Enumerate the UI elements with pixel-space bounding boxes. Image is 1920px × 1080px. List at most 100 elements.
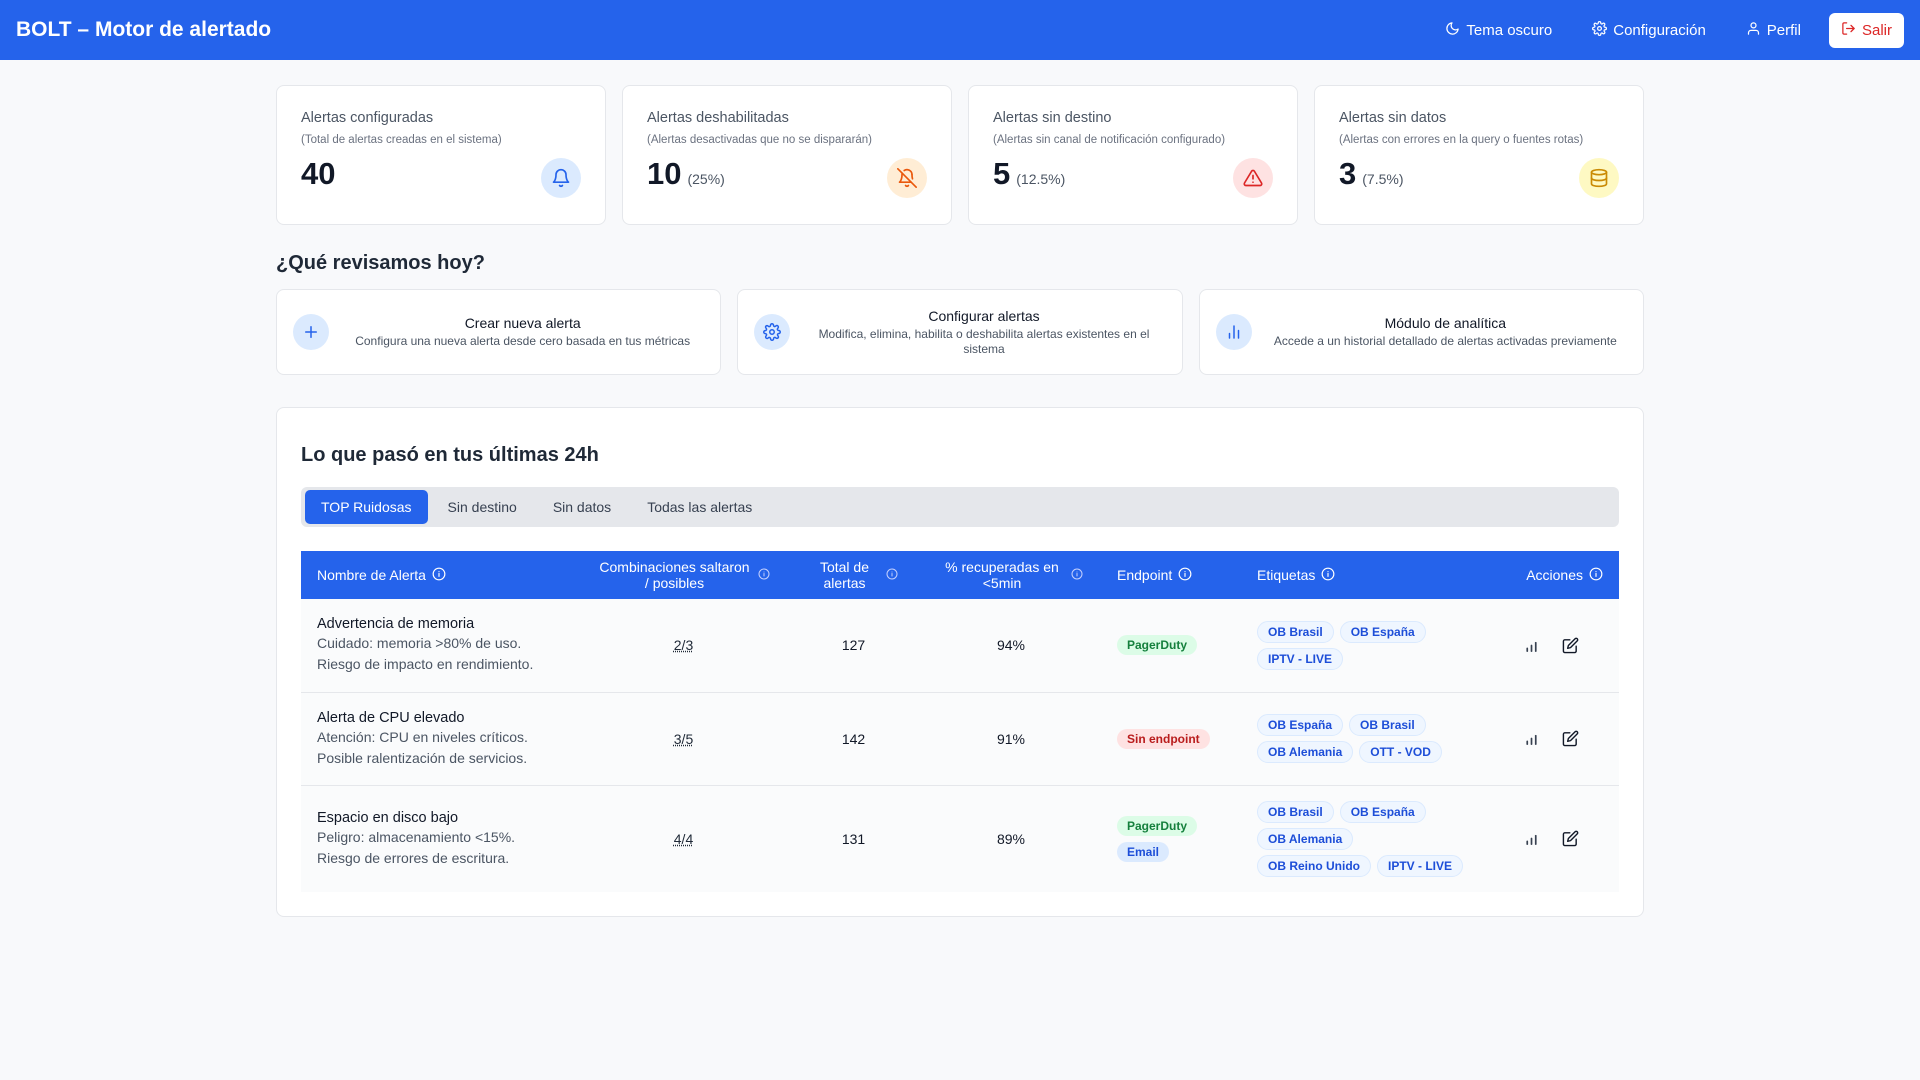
column-total-alerts: Total de alertas	[786, 551, 921, 599]
column-tags: Etiquetas	[1241, 551, 1491, 599]
tag: OB Brasil	[1257, 800, 1334, 823]
alert-description: Riesgo de errores de escritura.	[317, 849, 510, 866]
stat-percent: (12.5%)	[1016, 171, 1066, 187]
tag: OB España	[1339, 620, 1426, 643]
create-alert-card[interactable]: Crear nueva alerta Configura una nueva a…	[276, 289, 722, 375]
recovered-value: 91%	[921, 692, 1101, 786]
total-alerts-value: 142	[786, 692, 921, 786]
stat-subtitle: (Alertas con errores en la query o fuent…	[1339, 134, 1584, 146]
endpoint-badge: PagerDuty	[1117, 635, 1198, 656]
info-icon[interactable]	[758, 567, 770, 583]
tag-list: OB España OB Brasil OB Alemania OTT - VO…	[1257, 714, 1467, 763]
stat-title: Alertas configuradas	[301, 110, 434, 126]
quick-actions: Crear nueva alerta Configura una nueva a…	[276, 289, 1644, 375]
stat-value: 10	[647, 156, 682, 191]
logout-label: Salir	[1861, 21, 1892, 39]
action-description: Configura una nueva alerta desde cero ba…	[355, 334, 691, 348]
alert-name: Alerta de CPU elevado	[317, 709, 465, 726]
column-alert-name: Nombre de Alerta	[301, 551, 581, 599]
tag-list: OB Brasil OB España OB Alemania OB Reino…	[1257, 800, 1467, 877]
main-content: Alertas configuradas (Total de alertas c…	[276, 85, 1644, 917]
dark-theme-label: Tema oscuro	[1466, 21, 1553, 39]
tab-top-noisy[interactable]: TOP Ruidosas	[305, 490, 428, 524]
alert-description: Peligro: almacenamiento <15%.	[317, 828, 516, 845]
stat-title: Alertas deshabilitadas	[647, 110, 789, 126]
logout-icon	[1841, 21, 1856, 40]
logout-button[interactable]: Salir	[1828, 12, 1904, 48]
tag: OB Alemania	[1257, 827, 1354, 850]
app-title: BOLT – Motor de alertado	[16, 18, 272, 41]
combinations-value[interactable]: 2/3	[673, 637, 694, 654]
stat-subtitle: (Alertas sin canal de notificación confi…	[993, 134, 1226, 146]
info-icon[interactable]	[1321, 567, 1335, 584]
panel-title: Lo que pasó en tus últimas 24h	[301, 444, 599, 466]
settings-label: Configuración	[1613, 21, 1706, 39]
alert-name: Espacio en disco bajo	[317, 809, 459, 826]
endpoint-badge: Sin endpoint	[1117, 728, 1210, 749]
edit-icon[interactable]	[1562, 830, 1579, 847]
info-icon[interactable]	[1589, 567, 1603, 584]
user-icon	[1746, 21, 1761, 40]
analytics-icon[interactable]	[1523, 637, 1540, 654]
analytics-module-card[interactable]: Módulo de analítica Accede a un historia…	[1198, 289, 1644, 375]
edit-icon[interactable]	[1562, 730, 1579, 747]
combinations-value[interactable]: 4/4	[673, 830, 694, 847]
stat-value: 40	[301, 156, 336, 191]
profile-label: Perfil	[1766, 21, 1801, 39]
stat-title: Alertas sin destino	[993, 110, 1112, 126]
stat-card-no-destination: Alertas sin destino (Alertas sin canal d…	[968, 85, 1298, 225]
column-recovered: % recuperadas en <5min	[921, 551, 1101, 599]
table-row: Alerta de CPU elevado Atención: CPU en n…	[301, 692, 1619, 786]
stats-row: Alertas configuradas (Total de alertas c…	[276, 85, 1644, 225]
moon-icon	[1445, 21, 1460, 40]
review-title: ¿Qué revisamos hoy?	[276, 252, 485, 274]
bell-icon	[541, 158, 581, 198]
stat-title: Alertas sin datos	[1339, 110, 1447, 126]
tag: OB Brasil	[1257, 620, 1334, 643]
stat-card-configured: Alertas configuradas (Total de alertas c…	[276, 85, 606, 225]
alert-description: Cuidado: memoria >80% de uso.	[317, 635, 522, 652]
action-description: Modifica, elimina, habilita o deshabilit…	[818, 326, 1150, 356]
alert-description: Atención: CPU en niveles críticos.	[317, 728, 528, 745]
analytics-icon[interactable]	[1523, 730, 1540, 747]
stat-percent: (25%)	[687, 171, 725, 187]
alert-description: Riesgo de impacto en rendimiento.	[317, 656, 534, 673]
action-title: Crear nueva alerta	[464, 315, 581, 331]
gear-icon	[1592, 20, 1608, 40]
tab-all-alerts[interactable]: Todas las alertas	[647, 499, 753, 515]
warning-icon	[1233, 158, 1273, 198]
table-row: Espacio en disco bajo Peligro: almacenam…	[301, 785, 1619, 892]
settings-button[interactable]: Configuración	[1580, 13, 1718, 48]
tag: OB Brasil	[1349, 714, 1426, 736]
recovered-value: 94%	[921, 599, 1101, 693]
stat-percent: (7.5%)	[1362, 171, 1404, 187]
tab-bar: TOP Ruidosas Sin destino Sin datos Todas…	[301, 487, 1619, 527]
tab-no-destination[interactable]: Sin destino	[447, 499, 517, 515]
stat-card-disabled: Alertas deshabilitadas (Alertas desactiv…	[622, 85, 952, 225]
tab-no-data[interactable]: Sin datos	[552, 499, 612, 515]
profile-button[interactable]: Perfil	[1734, 13, 1813, 48]
total-alerts-value: 127	[786, 599, 921, 693]
bell-off-icon	[887, 158, 927, 198]
tag: OTT - VOD	[1359, 741, 1442, 763]
tag-list: OB Brasil OB España IPTV - LIVE	[1257, 620, 1467, 670]
tag: OB Reino Unido	[1257, 854, 1371, 877]
column-endpoint: Endpoint	[1101, 551, 1241, 599]
edit-icon[interactable]	[1562, 637, 1579, 654]
info-icon[interactable]	[1071, 567, 1083, 583]
stat-value: 5	[993, 156, 1011, 191]
configure-alerts-card[interactable]: Configurar alertas Modifica, elimina, ha…	[737, 289, 1183, 375]
alerts-table: Nombre de Alerta Combinaciones saltaron …	[301, 551, 1619, 892]
column-combinations: Combinaciones saltaron / posibles	[581, 551, 786, 599]
gear-icon	[754, 314, 791, 350]
info-icon[interactable]	[432, 567, 446, 584]
info-icon[interactable]	[886, 567, 898, 583]
plus-icon	[293, 314, 329, 350]
dark-theme-button[interactable]: Tema oscuro	[1433, 13, 1564, 48]
column-actions: Acciones	[1491, 551, 1619, 599]
info-icon[interactable]	[1178, 567, 1192, 584]
action-description: Accede a un historial detallado de alert…	[1273, 334, 1617, 348]
table-row: Advertencia de memoria Cuidado: memoria …	[301, 599, 1619, 693]
analytics-icon[interactable]	[1523, 830, 1540, 847]
combinations-value[interactable]: 3/5	[673, 730, 694, 747]
